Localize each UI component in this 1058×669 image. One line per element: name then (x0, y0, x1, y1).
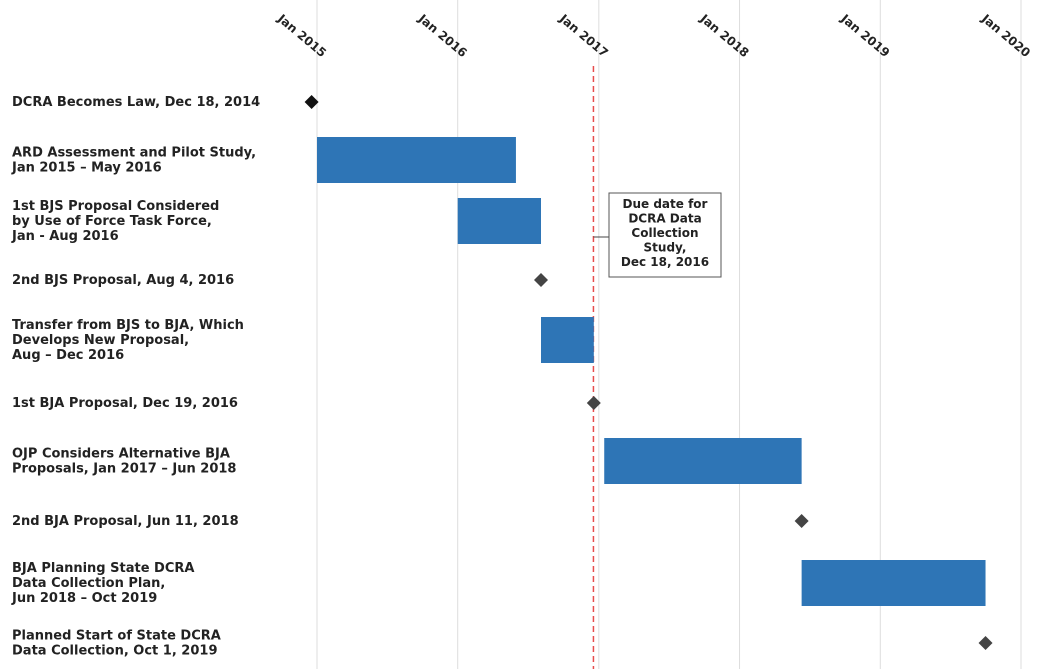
x-tick-label: Jan 2019 (838, 11, 893, 60)
milestone-diamond (978, 636, 993, 650)
grid-lines (316, 0, 1022, 669)
task-label: Transfer from BJS to BJA, Which Develops … (12, 318, 244, 363)
task-bar (317, 137, 516, 183)
milestone-diamond (534, 273, 548, 287)
task-label: DCRA Becomes Law, Dec 18, 2014 (12, 95, 260, 110)
x-tick-label: Jan 2017 (556, 11, 611, 60)
annotation-group: Due date for DCRA Data Collection Study, Dec… (593, 192, 722, 278)
x-tick-label: Jan 2020 (978, 11, 1033, 60)
task-label: 2nd BJS Proposal, Aug 4, 2016 (12, 273, 234, 288)
x-tick-label: Jan 2015 (274, 11, 329, 60)
task-label: BJA Planning State DCRA Data Collection P… (11, 561, 194, 606)
task-label: 1st BJS Proposal Considered by Use of For… (11, 199, 219, 244)
task-bar (801, 560, 986, 606)
annotation-text: Due date for DCRA Data Collection Study, Dec… (621, 197, 709, 269)
x-tick-label: Jan 2018 (697, 11, 752, 60)
x-tick-label: Jan 2016 (415, 11, 470, 60)
milestone-diamond (304, 95, 319, 109)
task-bar (604, 438, 802, 484)
milestone-diamond (794, 514, 809, 528)
task-label: ARD Assessment and Pilot Study, Jan 2015 … (11, 146, 256, 176)
task-label: OJP Considers Alternative BJA Proposals, … (12, 447, 236, 477)
x-axis-ticks: Jan 2015 Jan 2016 Jan 2017 Jan 2018 Jan 2019… (274, 11, 1033, 60)
task-bar (541, 317, 594, 363)
task-bar (457, 198, 541, 244)
milestone-diamond (586, 396, 601, 410)
task-label: Planned Start of State DCRA Data Collecti… (12, 629, 221, 659)
annotation-box (608, 192, 722, 278)
task-label: 2nd BJA Proposal, Jun 11, 2018 (12, 514, 239, 529)
task-marks (304, 95, 993, 650)
task-label: 1st BJA Proposal, Dec 19, 2016 (12, 396, 238, 411)
task-labels: DCRA Becomes Law, Dec 18, 2014 ARD Assess… (11, 95, 260, 659)
